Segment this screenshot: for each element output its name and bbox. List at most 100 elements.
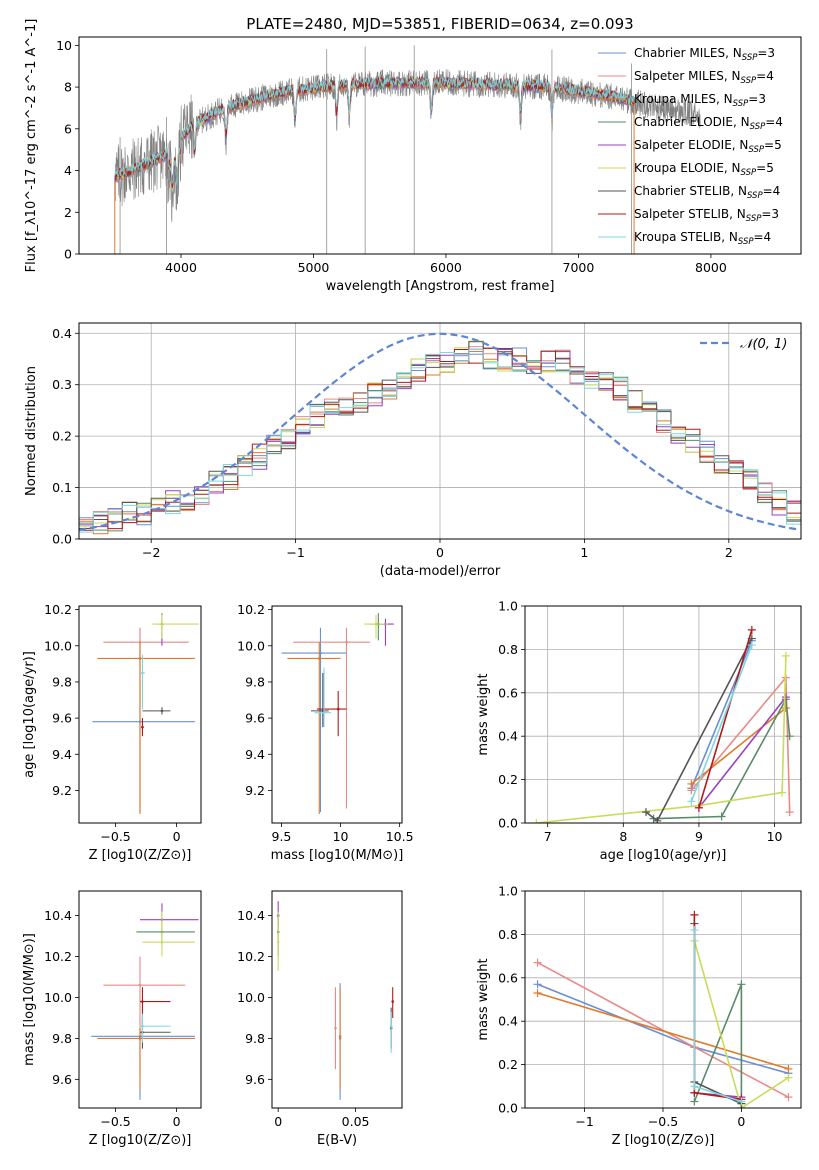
point-kroupa-elodie <box>160 622 164 626</box>
y-tick-label: 9.2 <box>52 783 72 798</box>
plot-area <box>79 323 801 539</box>
y-tick-label: 10.0 <box>237 990 265 1005</box>
y-tick-label: 0.4 <box>498 729 518 744</box>
y-tick-label: 0.1 <box>52 480 72 495</box>
x-tick-label: 10.5 <box>386 829 414 844</box>
y-tick-label: 9.6 <box>245 1072 265 1087</box>
y-tick-label: 0.2 <box>52 429 72 444</box>
series-line-kroupa-elodie <box>693 940 789 1108</box>
y-tick-label: 10.0 <box>44 990 72 1005</box>
y-tick-label: 9.8 <box>245 674 265 689</box>
y-tick-label: 0.0 <box>498 816 518 831</box>
legend-label-sub: SSP <box>741 76 757 86</box>
legend-label-text: Chabrier ELODIE, N <box>634 115 750 129</box>
legend-label-text: Chabrier MILES, N <box>634 46 742 60</box>
y-axis-label: Normed distribution <box>24 366 39 496</box>
series-marker-salpeter-miles <box>785 808 794 817</box>
series-marker-chabrier-elodie <box>737 980 746 989</box>
axes-frame <box>78 605 202 824</box>
point-kroupa-elodie <box>374 622 378 626</box>
legend-label-sub: SSP <box>738 237 754 247</box>
legend-label-kroupa-miles: Kroupa MILES, NSSP=3 <box>634 92 766 109</box>
series-marker-kroupa-stelib <box>687 797 696 806</box>
legend-label-chabrier-miles: Chabrier MILES, NSSP=3 <box>634 46 775 63</box>
y-tick-label: 2 <box>64 205 72 220</box>
axes-frame <box>78 322 802 540</box>
series-line-kroupa-miles <box>537 992 789 1070</box>
y-tick-label: 0.4 <box>498 1014 518 1029</box>
point-kroupa-miles <box>338 1037 342 1040</box>
x-tick-label: 5000 <box>298 260 330 275</box>
y-axis-label: Flux [f_λ10^-17 erg cm^-2 s^-1 A^-1] <box>24 19 39 273</box>
y-tick-label: 0.8 <box>498 642 518 657</box>
point-kroupa-stelib <box>389 1024 393 1028</box>
legend-label-salpeter-elodie: Salpeter ELODIE, NSSP=5 <box>634 138 782 155</box>
legend-label-sub: SSP <box>733 99 749 109</box>
y-tick-label: 10 <box>56 38 72 53</box>
legend-label-tail: =5 <box>764 138 782 152</box>
point-salpeter-miles <box>138 983 142 987</box>
series-marker-salpeter-miles <box>784 1093 793 1102</box>
series-marker-chabrier-stelib <box>653 816 662 823</box>
x-tick-label: 7000 <box>563 260 595 275</box>
legend-label-tail: =3 <box>757 46 775 60</box>
axes-frame <box>271 890 403 1109</box>
y-tick-label: 0.4 <box>52 326 72 341</box>
y-tick-label: 9.6 <box>52 1072 72 1087</box>
series-marker-kroupa-elodie <box>778 788 787 797</box>
x-axis-label: Z [log10(Z/Z⊙)] <box>89 1133 192 1148</box>
histogram-kroupa-stelib <box>79 348 801 533</box>
legend-label-tail: =4 <box>756 69 774 83</box>
series-marker-kroupa-miles <box>533 988 542 997</box>
chart-mass-vs-EBV: 0 0.05 9.6 9.8 10.0 10.2 10.4 E(B-V) <box>237 890 403 1148</box>
x-tick-label: 0 <box>436 545 444 560</box>
series-line-salpeter-stelib <box>698 629 753 809</box>
y-tick-label: 10.0 <box>44 638 72 653</box>
series-marker-salpeter-stelib <box>690 910 699 919</box>
axes-frame <box>78 36 802 255</box>
y-tick-label: 9.6 <box>52 711 72 726</box>
point-salpeter-stelib <box>141 1000 144 1003</box>
y-axis-label: age [log10(age/yr)] <box>22 651 37 778</box>
chart-mass-vs-Z: −0.5 0 9.6 9.8 10.0 10.2 10.4 Z [log10(Z/Z⊙)] ma… <box>22 890 202 1148</box>
y-tick-label: 9.6 <box>245 711 265 726</box>
point-kroupa-elodie <box>160 940 164 944</box>
x-tick-label: 1 <box>580 545 588 560</box>
x-tick-label: −0.5 <box>100 829 130 844</box>
series-line-kroupa-miles <box>690 707 787 785</box>
legend-label-text: Salpeter STELIB, N <box>634 207 746 221</box>
x-tick-label: 9.5 <box>272 829 292 844</box>
legend-label-tail: =4 <box>754 230 772 244</box>
legend-label-text: Chabrier STELIB, N <box>634 184 747 198</box>
series-marker-chabrier-elodie <box>717 812 726 821</box>
legend-label-sub: SSP <box>750 122 766 132</box>
series-marker-chabrier-stelib <box>641 808 650 817</box>
plot-area <box>114 45 701 254</box>
x-axis-label: age [log10(age/yr)] <box>600 848 727 863</box>
point-kroupa-miles <box>317 657 321 660</box>
point-chabrier-stelib <box>160 709 164 713</box>
x-axis-label: (data-model)/error <box>380 564 501 579</box>
series-marker-kroupa-elodie <box>781 651 790 660</box>
legend-label-text: Kroupa MILES, N <box>634 92 733 106</box>
axes-frame <box>524 605 802 824</box>
y-tick-label: 9.4 <box>245 747 265 762</box>
y-tick-label: 0.8 <box>498 927 518 942</box>
plot-area <box>525 606 801 823</box>
x-tick-label: 0 <box>173 829 181 844</box>
y-tick-label: 10.2 <box>44 949 72 964</box>
y-tick-label: 10.2 <box>44 602 72 617</box>
legend-label-sub: SSP <box>746 214 762 224</box>
x-tick-label: 8 <box>619 829 627 844</box>
y-tick-label: 0.0 <box>498 1101 518 1116</box>
y-tick-label: 9.8 <box>52 674 72 689</box>
legend-label-kroupa-elodie: Kroupa ELODIE, NSSP=5 <box>634 161 774 178</box>
series-line-salpeter-elodie <box>698 696 787 809</box>
x-tick-label: 7 <box>544 829 552 844</box>
x-tick-label: 4000 <box>165 260 197 275</box>
point-salpeter-miles <box>334 1026 337 1030</box>
x-tick-label: 0.05 <box>342 1114 370 1129</box>
legend-label-tail: =4 <box>765 115 783 129</box>
axes-frame <box>78 890 202 1109</box>
